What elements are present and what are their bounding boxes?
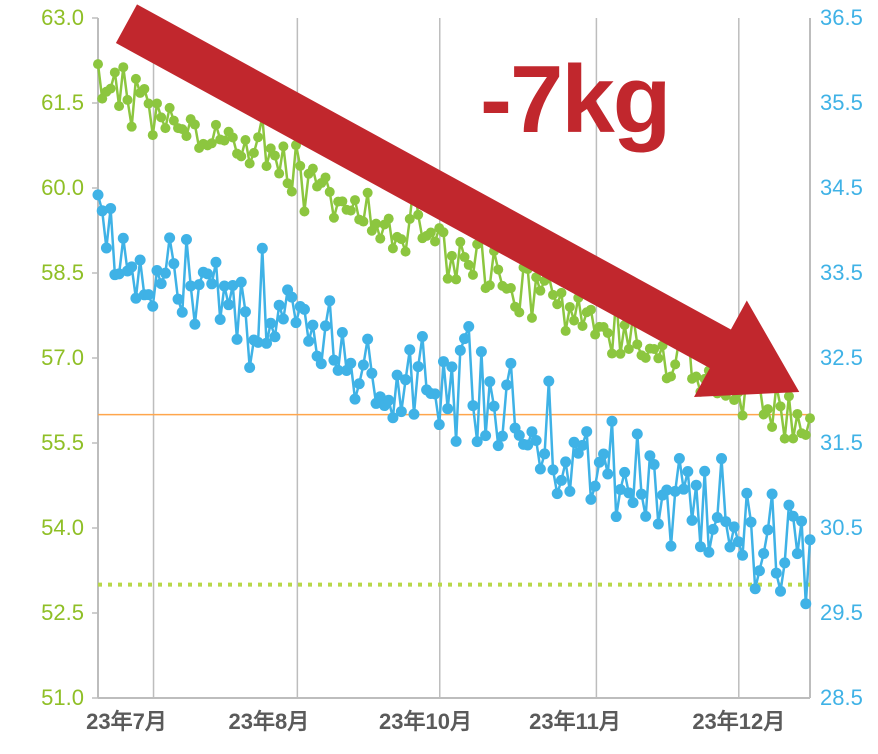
y-right-tick-label: 35.5: [820, 90, 863, 116]
y-left-tick-label: 54.0: [0, 515, 84, 541]
y-left-tick-label: 51.0: [0, 685, 84, 711]
y-right-tick-label: 32.5: [820, 345, 863, 371]
y-left-tick-label: 61.5: [0, 90, 84, 116]
y-right-tick-label: 34.5: [820, 175, 863, 201]
plot-area: [0, 0, 878, 754]
y-left-tick-label: 58.5: [0, 260, 84, 286]
y-left-tick-label: 57.0: [0, 345, 84, 371]
y-left-tick-label: 55.5: [0, 430, 84, 456]
y-right-tick-label: 31.5: [820, 430, 863, 456]
y-right-tick-label: 28.5: [820, 685, 863, 711]
y-left-tick-label: 63.0: [0, 5, 84, 31]
weight-loss-annotation: -7kg: [480, 45, 669, 155]
x-tick-label: 23年12月: [692, 704, 785, 736]
y-left-tick-label: 52.5: [0, 600, 84, 626]
y-left-tick-label: 60.0: [0, 175, 84, 201]
weight-chart: 63.0 61.5 60.0 58.5 57.0 55.5 54.0 52.5 51.0 36.…: [0, 0, 878, 754]
x-tick-label: 23年8月: [229, 704, 310, 736]
x-tick-label: 23年11月: [529, 704, 621, 736]
y-right-tick-label: 36.5: [820, 5, 863, 31]
y-right-tick-label: 33.5: [820, 260, 863, 286]
y-right-tick-label: 30.5: [820, 515, 863, 541]
trend-arrow: [116, 4, 799, 397]
y-right-tick-label: 29.5: [820, 600, 863, 626]
x-tick-label: 23年7月: [86, 704, 167, 736]
x-tick-label: 23年10月: [379, 704, 472, 736]
